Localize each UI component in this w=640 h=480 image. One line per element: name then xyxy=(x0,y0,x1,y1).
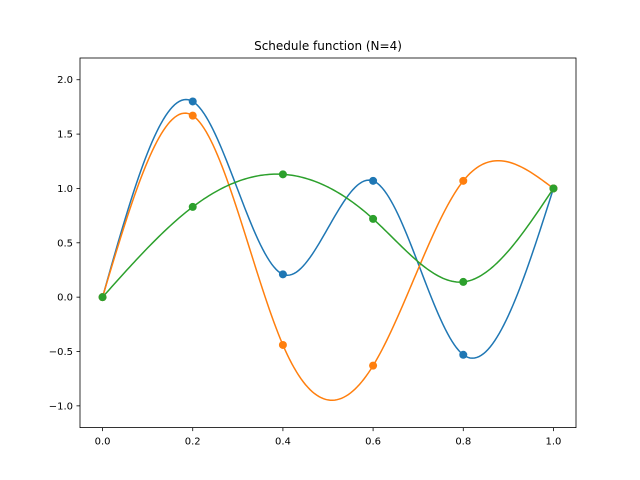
series-3-point xyxy=(98,293,107,302)
x-tick-label: 0.8 xyxy=(455,437,471,448)
series-2-point xyxy=(278,340,287,349)
y-tick-label: 0.0 xyxy=(57,293,73,304)
series-2-point xyxy=(369,361,378,370)
series-1-line xyxy=(101,98,555,359)
series-3-point xyxy=(459,277,468,286)
series-3-line xyxy=(101,173,555,298)
x-tick-label: 0.2 xyxy=(185,437,201,448)
series-2-point xyxy=(188,111,197,120)
series-1-point xyxy=(369,176,378,185)
y-tick-label: 1.0 xyxy=(57,184,73,195)
series-3-point xyxy=(369,214,378,223)
series-1-point xyxy=(459,350,468,359)
y-tick-label: −1.0 xyxy=(49,401,73,412)
x-axis-ticks: 0.0 0.2 0.4 0.6 0.8 1.0 xyxy=(95,427,562,448)
y-axis-ticks: −1.0 −0.5 0.0 0.5 1.0 1.5 2.0 xyxy=(49,75,80,412)
y-tick-label: 2.0 xyxy=(57,75,73,86)
series-2-line xyxy=(101,112,554,401)
series-1-point xyxy=(188,97,197,106)
y-tick-label: 0.5 xyxy=(57,238,73,249)
series-3-point xyxy=(549,184,558,193)
series-1-point xyxy=(278,270,287,279)
x-tick-label: 1.0 xyxy=(546,437,562,448)
plot-area-frame xyxy=(79,57,577,429)
y-tick-label: −0.5 xyxy=(49,347,73,358)
x-tick-label: 0.6 xyxy=(365,437,381,448)
x-tick-label: 0.0 xyxy=(95,437,111,448)
x-tick-label: 0.4 xyxy=(275,437,291,448)
chart-title: Schedule function (N=4) xyxy=(254,39,402,53)
series-3-point xyxy=(188,202,197,211)
series-3-point xyxy=(278,170,287,179)
series-layer xyxy=(98,97,558,401)
y-tick-label: 1.5 xyxy=(57,130,73,141)
series-2-point xyxy=(459,176,468,185)
